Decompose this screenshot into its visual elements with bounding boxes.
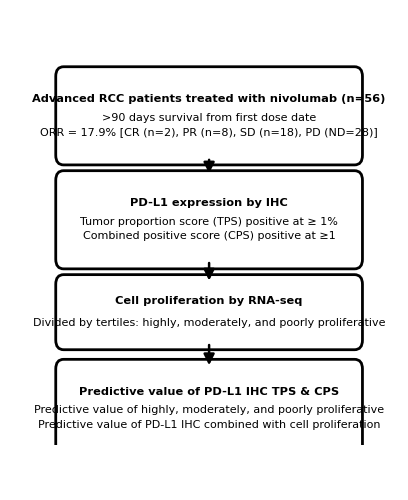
FancyBboxPatch shape — [56, 66, 362, 165]
Text: Predictive value of PD-L1 IHC TPS & CPS: Predictive value of PD-L1 IHC TPS & CPS — [79, 387, 339, 397]
FancyBboxPatch shape — [56, 170, 362, 269]
Text: PD-L1 expression by IHC: PD-L1 expression by IHC — [130, 198, 288, 208]
Text: Divided by tertiles: highly, moderately, and poorly proliferative: Divided by tertiles: highly, moderately,… — [33, 318, 385, 328]
Text: >90 days survival from first dose date: >90 days survival from first dose date — [102, 112, 316, 122]
FancyBboxPatch shape — [56, 360, 362, 458]
Text: Advanced RCC patients treated with nivolumab (n=56): Advanced RCC patients treated with nivol… — [32, 94, 386, 104]
Text: Tumor proportion score (TPS) positive at ≥ 1%: Tumor proportion score (TPS) positive at… — [80, 216, 338, 226]
Text: ORR = 17.9% [CR (n=2), PR (n=8), SD (n=18), PD (ND=28)]: ORR = 17.9% [CR (n=2), PR (n=8), SD (n=1… — [40, 128, 378, 138]
Text: Cell proliferation by RNA-seq: Cell proliferation by RNA-seq — [115, 296, 303, 306]
Text: Predictive value of PD-L1 IHC combined with cell proliferation: Predictive value of PD-L1 IHC combined w… — [38, 420, 380, 430]
Text: Predictive value of highly, moderately, and poorly proliferative: Predictive value of highly, moderately, … — [34, 406, 384, 415]
FancyBboxPatch shape — [56, 274, 362, 349]
Text: Combined positive score (CPS) positive at ≥1: Combined positive score (CPS) positive a… — [83, 232, 335, 241]
